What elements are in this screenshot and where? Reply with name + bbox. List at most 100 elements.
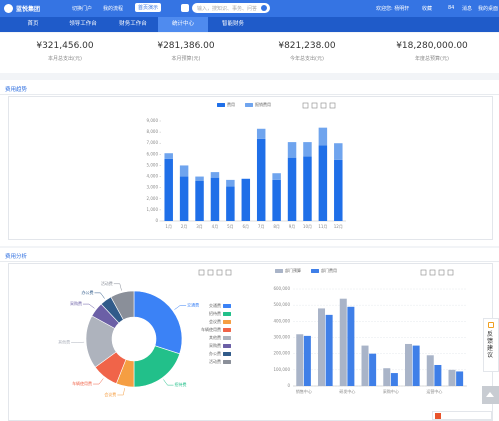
legend-swatch	[217, 103, 225, 107]
search-placeholder: 输入，搜知识、事务、问答	[197, 6, 258, 12]
nav-tab[interactable]: 智能财务	[221, 21, 244, 27]
y-tick-label: 2,000	[147, 196, 159, 201]
toolbox-icon[interactable]	[207, 269, 214, 276]
nav-tab[interactable]: 领导工作台	[69, 21, 97, 27]
pie-slice	[133, 345, 181, 388]
link[interactable]: 收藏	[422, 6, 433, 12]
top-bar: 蓝悦集团 切换门户 我的流程 首页演示 输入，搜知识、事务、问答 欢迎您: 杨明…	[0, 0, 499, 17]
bar	[287, 157, 297, 221]
kpi-row: ¥321,456.00 本月总支出(元) ¥281,386.00 本月预算(元)…	[0, 33, 499, 73]
toolbox-icon[interactable]	[320, 102, 327, 109]
bar	[226, 179, 235, 187]
bar	[195, 181, 204, 221]
nav-tab-active[interactable]: 统计中心	[158, 17, 208, 32]
slice-label: 会议费	[104, 391, 116, 397]
menu[interactable]: 我的流程	[103, 6, 124, 12]
toolbox-icon[interactable]	[420, 269, 427, 276]
legend-swatch	[223, 328, 231, 332]
x-tick-label: 销售中心	[296, 388, 312, 394]
slice-label: 其他费	[58, 339, 70, 345]
leader-line	[174, 305, 187, 310]
toolbox-icon[interactable]	[329, 102, 336, 109]
search-icon[interactable]	[261, 5, 267, 11]
bar	[318, 145, 328, 221]
x-tick-label: 9月	[289, 224, 296, 229]
x-tick-label: 运营中心	[426, 388, 442, 394]
slice-label: 办公费	[81, 289, 93, 295]
link[interactable]: 我的桌面	[478, 6, 499, 12]
bar	[256, 128, 266, 139]
y-tick-label: 7,000	[147, 140, 159, 145]
legend-label: 报销费用	[255, 101, 271, 107]
toolbox-icon[interactable]	[438, 269, 445, 276]
link[interactable]: 消息	[462, 6, 473, 12]
bar	[303, 156, 312, 221]
toolbox-icon[interactable]	[311, 102, 318, 109]
slice-label: 招待费	[175, 381, 187, 387]
section-title: 费用趋势	[5, 87, 28, 93]
legend-label: 费用	[227, 101, 235, 107]
panel: 0 1,000 2,000 3,000 4,000 5,000 6,000 7,000 8,00…	[8, 96, 493, 240]
user: 欢迎您: 杨明轩	[376, 6, 410, 12]
toolbox-icon[interactable]	[216, 269, 223, 276]
legend-swatch	[245, 103, 253, 107]
pie-slice	[133, 290, 183, 355]
bar	[405, 343, 413, 386]
x-tick-label: 1月	[165, 224, 172, 229]
bar	[287, 142, 297, 158]
bar	[241, 178, 251, 221]
y-tick-label: 1,000	[147, 207, 159, 212]
pie-chart: 交通费招待费会议费车辆使用费其他费采购费办公费活动费交通费招待费会议费车辆使用费…	[58, 269, 232, 397]
x-tick-label: 4月	[212, 224, 219, 229]
y-tick-label: 5,000	[147, 162, 159, 167]
y-tick-label: 600,000	[273, 286, 290, 291]
bar	[303, 335, 311, 386]
pie-slice	[110, 290, 135, 321]
kpi-value: ¥18,280,000.00	[396, 41, 468, 51]
bar	[325, 314, 333, 386]
menu[interactable]: 切换门户	[72, 6, 93, 12]
toolbox-icon[interactable]	[447, 269, 454, 276]
kpi-value: ¥821,238.00	[278, 41, 336, 51]
feedback-widget[interactable]: 反馈建议	[483, 318, 499, 372]
back-to-top[interactable]	[482, 386, 499, 404]
nav-tab[interactable]: 首页	[27, 21, 39, 27]
brand: 蓝悦集团	[16, 6, 41, 13]
bar	[164, 153, 173, 159]
x-tick-label: 3月	[196, 224, 203, 229]
search-box[interactable]: 输入，搜知识、事务、问答	[192, 3, 270, 13]
toolbox-icon[interactable]	[302, 102, 309, 109]
legend-label: 部门预算	[285, 267, 301, 273]
trend-chart: 0 1,000 2,000 3,000 4,000 5,000 6,000 7,000 8,00…	[147, 101, 346, 229]
kpi-label: 本月预算(元)	[171, 56, 201, 62]
bar	[303, 142, 312, 157]
y-tick-label: 300,000	[273, 335, 290, 340]
bar	[361, 345, 369, 386]
toolbox-icon[interactable]	[429, 269, 436, 276]
bar	[339, 298, 347, 386]
y-tick-label: 8,000	[147, 129, 159, 134]
kpi-label: 本月总支出(元)	[48, 56, 82, 62]
legend-swatch	[223, 344, 231, 348]
robot-icon	[181, 4, 189, 12]
bar	[164, 158, 173, 221]
bar	[272, 179, 281, 221]
x-tick-label: 12月	[334, 224, 343, 229]
toolbox-icon[interactable]	[225, 269, 232, 276]
divider	[0, 261, 499, 262]
nav-tab[interactable]: 财务工作台	[119, 21, 147, 27]
x-tick-label: 6月	[243, 224, 250, 229]
feedback-text: 反馈建议	[487, 331, 494, 359]
ime-toolbar	[432, 411, 492, 420]
x-tick-label: 5月	[227, 224, 234, 229]
slice-label: 车辆使用费	[72, 380, 92, 386]
bar	[272, 173, 281, 180]
bar	[256, 138, 266, 221]
legend-swatch	[223, 304, 231, 308]
legend-label: 招待费	[209, 310, 221, 316]
link[interactable]: 84	[448, 5, 455, 11]
demo-button[interactable]: 首页演示	[135, 3, 162, 12]
toolbox-icon[interactable]	[198, 269, 205, 276]
legend-swatch	[311, 269, 319, 273]
